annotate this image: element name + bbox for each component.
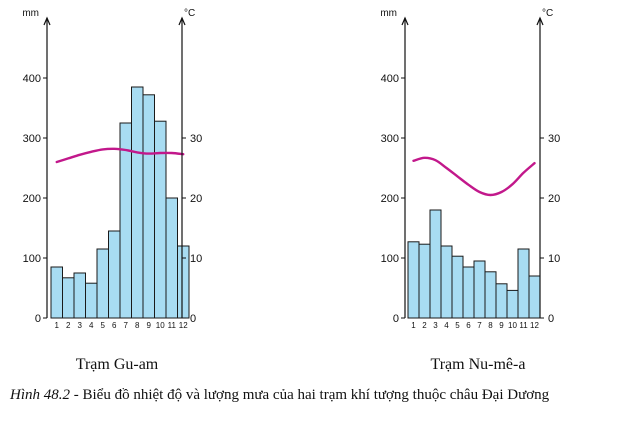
precip-bar-1 [407, 241, 420, 319]
precip-tick-label: 100 [381, 253, 399, 265]
precip-bar-5 [96, 248, 109, 319]
temp-tick-label: 30 [548, 133, 560, 145]
precip-bar-10 [154, 120, 167, 319]
month-label: 8 [488, 321, 493, 330]
precip-unit-label: mm [380, 8, 397, 19]
precip-bar-2 [62, 277, 75, 319]
temp-tick-label: 20 [548, 193, 560, 205]
temp-axis-arrow [178, 16, 186, 26]
precip-bar-2 [418, 243, 431, 319]
station-title: Trạm Gu-am [76, 356, 159, 373]
temp-unit-label: °C [184, 8, 195, 19]
station-title: Trạm Nu-mê-a [431, 356, 526, 373]
temp-tick-label: 30 [190, 133, 202, 145]
month-label: 1 [411, 321, 416, 330]
month-label: 10 [508, 321, 517, 330]
month-label: 7 [124, 321, 129, 330]
temperature-line [412, 156, 536, 197]
precip-tick-label: 200 [381, 193, 399, 205]
precip-bar-6 [462, 266, 475, 319]
caption-text: - Biểu đồ nhiệt độ và lượng mưa của hai … [70, 387, 550, 403]
precip-tick-label: 300 [381, 133, 399, 145]
precip-bar-12 [528, 275, 541, 319]
precip-bar-10 [506, 289, 519, 319]
precip-bar-11 [517, 248, 530, 319]
precip-bar-8 [131, 86, 144, 319]
precip-bar-8 [484, 271, 497, 319]
precip-bar-7 [119, 122, 132, 319]
month-label: 3 [433, 321, 438, 330]
month-label: 12 [530, 321, 539, 330]
precip-unit-label: mm [22, 8, 39, 19]
month-label: 5 [455, 321, 460, 330]
precip-bar-1 [50, 266, 63, 319]
precip-bar-11 [165, 197, 178, 319]
precip-tick-label: 0 [35, 313, 41, 325]
precip-bar-4 [85, 282, 98, 319]
figure-caption: Hình 48.2 - Biểu đồ nhiệt độ và lượng mư… [10, 387, 620, 404]
temperature-line [55, 147, 185, 164]
month-label: 3 [78, 321, 83, 330]
temp-unit-label: °C [542, 8, 553, 19]
month-label: 9 [147, 321, 152, 330]
month-label: 8 [135, 321, 140, 330]
temp-tick-label: 20 [190, 193, 202, 205]
precip-bar-3 [73, 272, 86, 319]
precip-bar-9 [142, 94, 155, 319]
month-label: 1 [55, 321, 60, 330]
month-label: 7 [477, 321, 482, 330]
month-label: 5 [101, 321, 106, 330]
precip-bar-4 [440, 245, 453, 319]
month-label: 6 [466, 321, 471, 330]
temp-tick-label: 0 [190, 313, 196, 325]
month-label: 6 [112, 321, 117, 330]
temp-axis-arrow [536, 16, 544, 26]
temp-tick-label: 10 [190, 253, 202, 265]
temp-tick-label: 10 [548, 253, 560, 265]
month-label: 11 [168, 321, 177, 330]
precip-bar-9 [495, 283, 508, 319]
precip-bar-3 [429, 209, 442, 319]
precip-tick-label: 300 [23, 133, 41, 145]
month-label: 2 [422, 321, 427, 330]
month-label: 2 [66, 321, 71, 330]
precip-bar-6 [108, 230, 121, 319]
month-label: 4 [89, 321, 94, 330]
precip-bar-7 [473, 260, 486, 319]
precip-tick-label: 100 [23, 253, 41, 265]
precip-tick-label: 400 [381, 73, 399, 85]
precip-tick-label: 0 [393, 313, 399, 325]
precip-tick-label: 200 [23, 193, 41, 205]
month-label: 11 [519, 321, 528, 330]
precip-axis-arrow [401, 16, 409, 26]
month-label: 12 [179, 321, 188, 330]
caption-label: Hình 48.2 [10, 387, 70, 403]
precip-tick-label: 400 [23, 73, 41, 85]
precip-bar-5 [451, 255, 464, 319]
temp-tick-label: 0 [548, 313, 554, 325]
precip-bar-12 [177, 245, 190, 319]
month-label: 4 [444, 321, 449, 330]
month-label: 9 [499, 321, 504, 330]
month-label: 10 [156, 321, 165, 330]
precip-axis-arrow [43, 16, 51, 26]
